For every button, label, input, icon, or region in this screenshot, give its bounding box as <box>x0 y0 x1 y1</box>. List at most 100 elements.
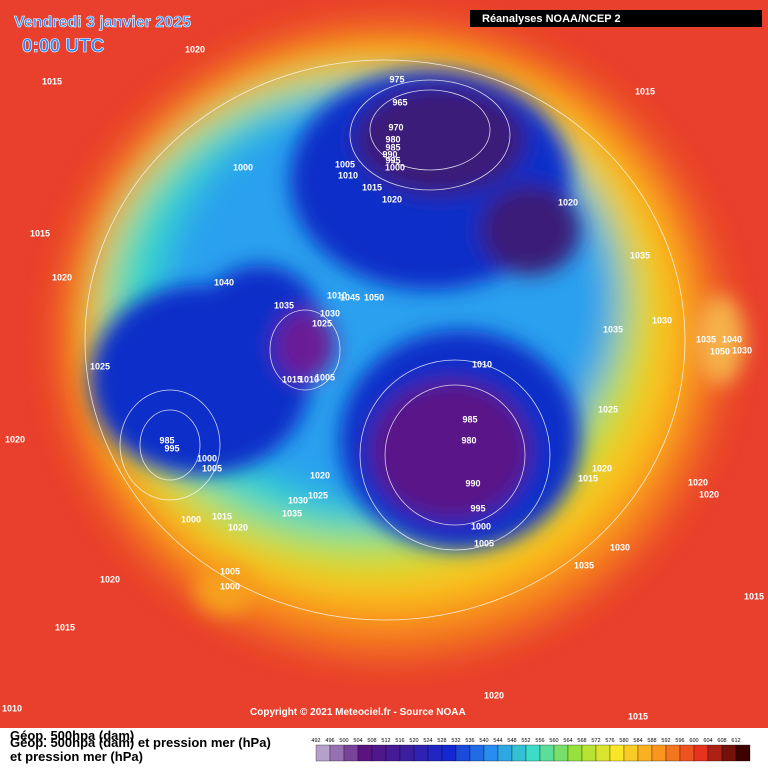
colorbar-swatch <box>343 744 359 762</box>
colorbar-swatch <box>469 744 485 762</box>
colorbar-label: 560 <box>549 738 558 744</box>
colorbar-label: 604 <box>703 738 712 744</box>
isobar-label: 1010 <box>338 170 358 180</box>
colorbar-label: 496 <box>325 738 334 744</box>
colorbar-swatch <box>497 744 513 762</box>
isobar-label: 1020 <box>484 690 504 700</box>
colorbar-label: 544 <box>493 738 502 744</box>
colorbar-label: 536 <box>465 738 474 744</box>
date: Vendredi 3 janvier 2025 <box>14 14 191 31</box>
colorbar-label: 504 <box>353 738 362 744</box>
copyright: Copyright © 2021 Meteociel.fr - Source N… <box>250 707 466 718</box>
colorbar-swatch <box>357 744 373 762</box>
isobar-label: 1000 <box>220 581 240 591</box>
isobar-label: 1020 <box>5 434 25 444</box>
legend-title: Géop. 500hpa (dam) et pression mer (hPa) <box>10 735 271 750</box>
colorbar-label: 592 <box>661 738 670 744</box>
isobar-label: 1015 <box>42 76 62 86</box>
isobar-label: 1005 <box>474 538 494 548</box>
isobar-label: 1040 <box>214 277 234 287</box>
isobar-label: 1020 <box>592 463 612 473</box>
isobar-label: 1025 <box>308 490 328 500</box>
isobar-label: 1010 <box>299 374 319 384</box>
isobar-label: 1015 <box>282 374 302 384</box>
colorbar-swatch <box>707 744 723 762</box>
isobar-label: 1015 <box>635 86 655 96</box>
colorbar-swatch <box>679 744 695 762</box>
colorbar-swatch <box>665 744 681 762</box>
colorbar-label: 580 <box>619 738 628 744</box>
legend-title: Géop. 500hpa (dam) <box>10 728 134 743</box>
colorbar-swatch <box>539 744 555 762</box>
colorbar-label: 520 <box>409 738 418 744</box>
colorbar-label: 508 <box>367 738 376 744</box>
isobar-label: 1035 <box>274 300 294 310</box>
isobar-label: 1000 <box>197 453 217 463</box>
isobar-label: 995 <box>164 443 179 453</box>
isobar-label: 1030 <box>610 542 630 552</box>
colorbar-swatch <box>399 744 415 762</box>
colorbar-label: 492 <box>311 738 320 744</box>
isobar-label: 1035 <box>603 324 623 334</box>
colorbar-swatch <box>329 744 345 762</box>
isobar-label: 1045 <box>340 292 360 302</box>
colorbar-swatch <box>441 744 457 762</box>
isobar-label: 995 <box>385 155 400 165</box>
colorbar-swatch <box>427 744 443 762</box>
isobar-label: 1030 <box>652 315 672 325</box>
isobar-label: 1000 <box>385 162 405 172</box>
isobar-label: 1005 <box>220 566 240 576</box>
colorbar-label: 516 <box>395 738 404 744</box>
isobar-label: 1020 <box>52 272 72 282</box>
isobar-label: 1050 <box>364 292 384 302</box>
colorbar-swatch <box>651 744 667 762</box>
isobar-label: 1015 <box>628 711 648 721</box>
colorbar-swatch <box>525 744 541 762</box>
isobar-label: 1035 <box>630 250 650 260</box>
isobar-labels: 9759659709809859909951000100510101015102… <box>2 44 764 721</box>
colorbar-label: 524 <box>423 738 432 744</box>
isobar-label: 985 <box>385 142 400 152</box>
colorbar-label: 556 <box>535 738 544 744</box>
isobar-label: 1020 <box>688 477 708 487</box>
isobar-label: 1015 <box>30 228 50 238</box>
colorbar-swatch <box>315 744 331 762</box>
colorbar-swatch <box>595 744 611 762</box>
colorbar-swatch <box>483 744 499 762</box>
isobar-label: 985 <box>159 435 174 445</box>
colorbar-label: 568 <box>577 738 586 744</box>
colorbar-swatch <box>637 744 653 762</box>
colorbar-label: 608 <box>717 738 726 744</box>
colorbar-swatch <box>385 744 401 762</box>
isobar-label: 1005 <box>202 463 222 473</box>
isobar-label: 1020 <box>699 489 719 499</box>
colorbar-label: 540 <box>479 738 488 744</box>
colorbar-swatch <box>623 744 639 762</box>
time: 0:00 UTC <box>22 36 105 57</box>
isobar-label: 1035 <box>696 334 716 344</box>
colorbar-label: 532 <box>451 738 460 744</box>
isobar-label: 1020 <box>228 522 248 532</box>
colorbar-swatch <box>455 744 471 762</box>
isobar-label: 990 <box>465 478 480 488</box>
isobar-label: 1020 <box>382 194 402 204</box>
colorbar-swatch <box>371 744 387 762</box>
isobar-label: 1025 <box>598 404 618 414</box>
colorbar-label: 500 <box>339 738 348 744</box>
isobar-label: 1035 <box>574 560 594 570</box>
isobar-label: 1010 <box>2 703 22 713</box>
colorbar-label: 552 <box>521 738 530 744</box>
colorbar-swatch <box>693 744 709 762</box>
colorbar-label: 512 <box>381 738 390 744</box>
isobar-label: 965 <box>392 97 407 107</box>
isobar-label: 1005 <box>335 159 355 169</box>
isobar-label: 1020 <box>310 470 330 480</box>
colorbar-swatch <box>721 744 737 762</box>
colorbar-swatch <box>511 744 527 762</box>
isobar-label: 1015 <box>212 511 232 521</box>
isobar-label: 1020 <box>185 44 205 54</box>
isobar-label: 1040 <box>722 334 742 344</box>
isobar-label: 1015 <box>744 591 764 601</box>
colorbar-swatch <box>581 744 597 762</box>
